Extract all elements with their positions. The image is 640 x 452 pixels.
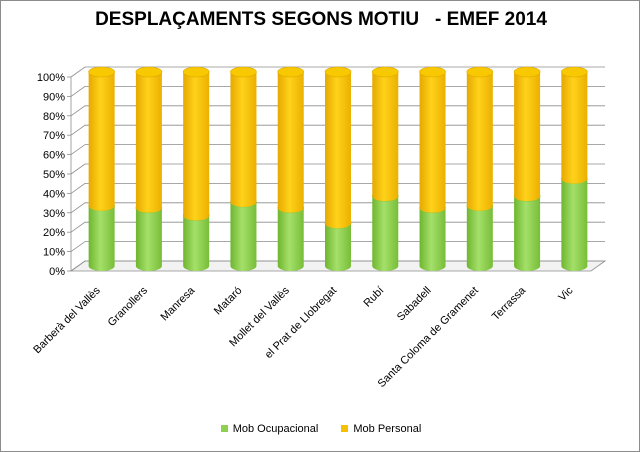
legend: Mob Ocupacional Mob Personal [1, 423, 640, 435]
x-tick-label: Barberà del Vallès [31, 284, 103, 356]
bar-personal [513, 66, 541, 202]
bar-ocupacional [419, 202, 446, 271]
x-tick-label: Sabadell [395, 285, 434, 324]
bar-cap [277, 66, 305, 78]
x-tick-label: Manresa [159, 284, 198, 323]
x-tick-label: Rubí [361, 285, 386, 310]
bar-personal [182, 66, 210, 221]
y-tick-label: 50% [43, 169, 65, 181]
bar-body [561, 72, 588, 184]
bar-body [514, 72, 541, 202]
bar-cap [182, 66, 210, 78]
bar-body [183, 72, 210, 221]
bar-personal [277, 66, 305, 213]
y-tick-label: 40% [43, 188, 65, 200]
x-tick-label: Santa Coloma de Gramenet [376, 285, 481, 390]
x-tick-label: Mataró [212, 285, 245, 318]
bar-cap [466, 66, 494, 78]
bar-body [183, 215, 210, 271]
bars [88, 66, 588, 271]
bar-cap [230, 66, 257, 78]
y-tick-label: 90% [43, 91, 65, 103]
bar-ocupacional [230, 196, 257, 271]
bar-body [135, 72, 162, 213]
bar-body [277, 207, 304, 271]
bar-personal [135, 66, 163, 213]
bar-body [277, 72, 304, 213]
bar-personal [466, 66, 494, 211]
x-axis: Barberà del Vallès Granollers Manresa Matar… [31, 284, 576, 390]
bar-cap [88, 66, 115, 78]
bar-body [514, 196, 541, 271]
bar-personal [371, 66, 399, 202]
y-tick-label: 70% [43, 130, 65, 142]
y-axis: 0% 10% 20% 30% 40% 50% 60% 70% 80% 90% 100% [37, 72, 65, 278]
legend-label-personal: Mob Personal [353, 423, 422, 435]
bar-body [325, 72, 351, 229]
bar-body [419, 72, 446, 213]
legend-item-personal: Mob Personal [341, 423, 421, 435]
bar-body [466, 72, 493, 211]
bar-ocupacional [561, 173, 588, 271]
legend-swatch-ocupacional [220, 425, 228, 432]
bar-ocupacional [513, 190, 541, 271]
bar-ocupacional [466, 200, 494, 271]
bar-body [372, 196, 399, 271]
bar-body [230, 201, 257, 271]
x-tick-label: Vic [556, 284, 576, 304]
bar-personal [419, 66, 446, 213]
x-tick-label: Granollers [106, 284, 151, 329]
chart-plot: 0% 10% 20% 30% 40% 50% 60% 70% 80% 90% 100% Barber… [31, 66, 607, 390]
bar-body [135, 207, 162, 271]
bar-cap [513, 66, 541, 78]
bar-cap [371, 66, 399, 78]
bar-body [466, 205, 493, 271]
x-tick-label: Terrassa [490, 284, 529, 323]
bar-cap [561, 66, 588, 78]
bar-cap [135, 66, 163, 78]
bar-personal [230, 66, 257, 207]
bar-personal [88, 66, 115, 211]
legend-swatch-personal [341, 425, 349, 432]
bar-personal [561, 66, 588, 184]
legend-item-ocupacional: Mob Ocupacional [220, 423, 319, 435]
bar-ocupacional [277, 202, 305, 271]
bar-ocupacional [88, 200, 115, 271]
bar-body [230, 72, 257, 207]
y-tick-label: 80% [43, 111, 65, 123]
bar-ocupacional [135, 202, 163, 271]
chart-title: DESPLAÇAMENTS SEGONS MOTIU - EMEF 2014 [95, 9, 547, 30]
y-tick-label: 20% [43, 227, 65, 239]
bar-body [561, 178, 588, 271]
y-tick-label: 30% [43, 208, 65, 220]
legend-label-ocupacional: Mob Ocupacional [232, 423, 319, 435]
bar-body [372, 72, 399, 202]
bar-body [325, 223, 351, 271]
y-tick-label: 10% [43, 247, 65, 259]
y-tick-label: 0% [49, 266, 65, 278]
bar-cap [324, 66, 352, 78]
bar-body [419, 207, 446, 271]
bar-ocupacional [371, 190, 399, 271]
y-tick-label: 60% [43, 150, 65, 162]
bar-cap [419, 66, 446, 78]
bar-personal [324, 66, 352, 229]
bar-body [88, 205, 115, 271]
bar-body [88, 72, 115, 211]
y-tick-label: 100% [37, 72, 65, 84]
